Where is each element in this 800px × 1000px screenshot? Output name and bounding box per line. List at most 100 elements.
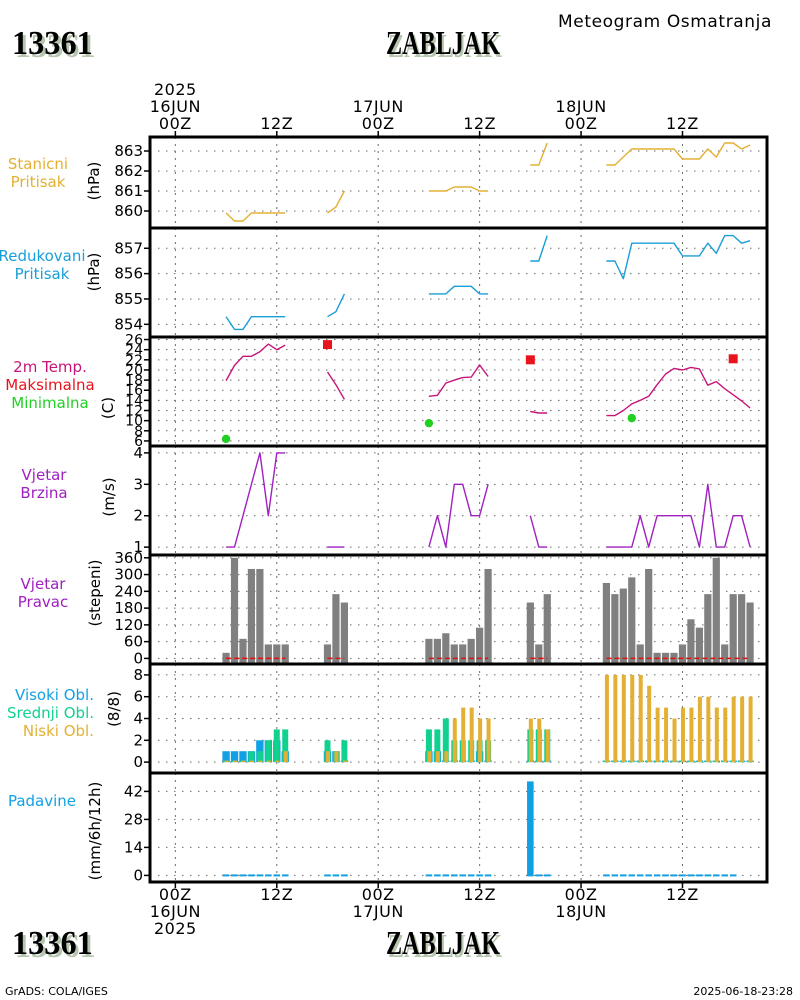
precipitation-bar bbox=[696, 874, 703, 877]
precipitation-bar bbox=[434, 874, 441, 877]
y-tick-label: 10 bbox=[125, 414, 143, 430]
low-cloud-bar bbox=[537, 718, 542, 763]
mid-cloud-bar bbox=[341, 740, 348, 763]
y-tick-label: 60 bbox=[124, 633, 143, 651]
precipitation-bar bbox=[459, 874, 467, 877]
precipitation-bar bbox=[239, 874, 247, 877]
wind-direction-bar bbox=[712, 557, 720, 663]
low-cloud-bar bbox=[723, 707, 728, 763]
wind-direction-bar bbox=[340, 602, 348, 663]
y-tick-label: 120 bbox=[114, 616, 143, 634]
wind-direction-bar bbox=[535, 644, 543, 663]
y-tick-label: 12 bbox=[125, 404, 143, 420]
mid-cloud-bar bbox=[425, 729, 432, 763]
bottom-time-tick: 12Z bbox=[260, 886, 293, 903]
mid-cloud-bar bbox=[256, 751, 263, 763]
min-temp-marker bbox=[627, 413, 636, 423]
y-tick-label: 22 bbox=[125, 353, 143, 369]
legend-line: Vjetar bbox=[20, 575, 66, 593]
legend-line: Srednji Obl. bbox=[7, 704, 94, 722]
precipitation-bar bbox=[704, 874, 712, 877]
day-label: 18JUN bbox=[555, 902, 607, 921]
low-cloud-bar bbox=[697, 696, 702, 763]
year-label: 2025 bbox=[153, 919, 197, 938]
legend-cloud-cover: Visoki Obl. Srednji Obl. Niski Obl. bbox=[7, 686, 94, 740]
max-temp-marker bbox=[525, 355, 535, 365]
hour-label: 00Z bbox=[361, 114, 395, 133]
max-temp-marker bbox=[322, 340, 332, 350]
precipitation-bar bbox=[662, 874, 669, 877]
wind-speed-line-segment bbox=[529, 515, 548, 548]
max-temp-marker bbox=[728, 354, 738, 364]
bottom-time-tick: 00Z 18JUN bbox=[555, 886, 606, 920]
wind-speed-line-segment bbox=[606, 483, 751, 548]
station-pressure-line-segment bbox=[428, 186, 489, 192]
high-cloud-bar bbox=[230, 751, 239, 763]
top-time-tick: 17JUN 00Z bbox=[353, 98, 404, 132]
precipitation-bar bbox=[484, 874, 492, 877]
reduced-pressure-line-segment bbox=[327, 293, 346, 318]
low-cloud-bar bbox=[714, 707, 719, 763]
wind-direction-bar bbox=[239, 638, 247, 663]
legend-line: Brzina bbox=[20, 484, 68, 502]
bottom-time-tick: 12Z bbox=[666, 886, 699, 903]
temperature-line-segment bbox=[326, 371, 346, 400]
legend-temperature: 2m Temp. Maksimalna Minimalna bbox=[5, 358, 94, 412]
panel-precipitation: 0 14 28 42 bbox=[124, 773, 767, 884]
y-tick-label: 360 bbox=[114, 549, 143, 567]
low-cloud-bar bbox=[334, 751, 339, 763]
hour-label: 00Z bbox=[564, 885, 598, 904]
wind-direction-bar bbox=[695, 627, 703, 663]
low-cloud-bar bbox=[528, 718, 533, 763]
precipitation-bar bbox=[450, 874, 458, 877]
precipitation-bar bbox=[281, 874, 289, 877]
y-tick-label: 4 bbox=[133, 444, 143, 462]
wind-direction-bar bbox=[256, 568, 264, 663]
panel-wind-speed: 1 2 3 4 bbox=[133, 444, 767, 556]
precipitation-bar bbox=[729, 874, 737, 877]
high-cloud-bar bbox=[239, 751, 247, 763]
legend-wind-direction: Vjetar Pravac bbox=[18, 575, 68, 611]
hour-label: 00Z bbox=[564, 114, 598, 133]
precipitation-bar bbox=[256, 874, 264, 877]
low-cloud-bar bbox=[638, 674, 643, 763]
low-cloud-bar bbox=[647, 685, 652, 763]
y-tick-label: 6 bbox=[133, 688, 143, 706]
hour-label: 12Z bbox=[666, 885, 699, 904]
top-time-tick: 18JUN 00Z bbox=[555, 98, 606, 132]
wind-direction-bar bbox=[332, 594, 340, 663]
wind-direction-bar bbox=[467, 638, 475, 663]
precipitation-bar bbox=[611, 874, 619, 877]
panel-reduced-pressure: 854 855 856 857 bbox=[114, 228, 767, 337]
low-cloud-bar bbox=[689, 707, 694, 763]
low-cloud-bar bbox=[325, 751, 330, 763]
low-cloud-bar bbox=[258, 760, 263, 763]
year-label: 2025 bbox=[153, 80, 197, 99]
low-cloud-bar bbox=[664, 707, 669, 763]
y-tick-label: 6 bbox=[134, 434, 143, 450]
panel-station-pressure: 860 861 862 863 bbox=[114, 137, 767, 228]
wind-direction-bar bbox=[543, 594, 551, 663]
y-tick-label: 20 bbox=[125, 363, 143, 379]
station-pressure-line-segment bbox=[327, 190, 346, 214]
precipitation-bar bbox=[248, 874, 255, 877]
legend-line: Redukovani bbox=[0, 247, 86, 265]
station-name-title: ZABLJAK bbox=[386, 25, 501, 62]
y-tick-label: 0 bbox=[133, 866, 143, 884]
y-tick-label: 300 bbox=[114, 566, 143, 584]
top-time-tick: 12Z bbox=[260, 115, 293, 132]
low-cloud-bar bbox=[655, 707, 660, 763]
y-tick-label: 14 bbox=[124, 838, 143, 856]
precipitation-bar bbox=[628, 874, 636, 877]
low-cloud-bar bbox=[266, 760, 271, 763]
precipitation-bar bbox=[231, 874, 238, 877]
wind-direction-bar bbox=[602, 582, 611, 663]
temperature-line-segment bbox=[530, 410, 548, 414]
y-tick-label: 8 bbox=[133, 666, 143, 684]
low-cloud-bar bbox=[731, 696, 736, 763]
low-cloud-bar bbox=[435, 751, 440, 763]
precipitation-bar bbox=[341, 874, 348, 877]
low-cloud-bar bbox=[604, 674, 609, 763]
wind-direction-bar bbox=[628, 577, 636, 663]
y-tick-label: 860 bbox=[114, 202, 143, 220]
